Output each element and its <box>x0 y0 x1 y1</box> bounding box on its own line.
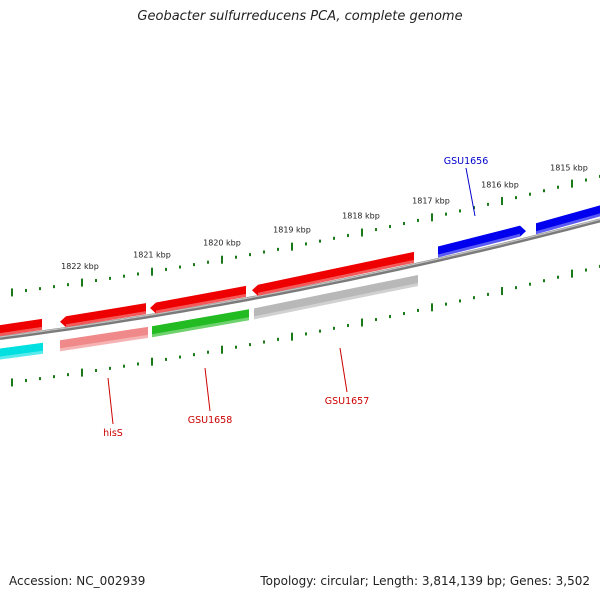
gene-label-leader <box>204 367 211 412</box>
gene-label-leader <box>465 167 476 217</box>
forward-red-feature <box>150 285 246 314</box>
forward-red-feature-shade <box>66 311 146 328</box>
tick-labels: 1822 kbp 1821 kbp 1820 kbp 1819 kbp 1818 kbp… <box>61 163 588 270</box>
accession-text: Accession: NC_002939 <box>9 574 146 588</box>
tick-label: 1816 kbp <box>481 181 519 190</box>
forward-red-feature-shade <box>0 326 42 337</box>
forward-red-feature <box>252 251 414 296</box>
tick-label: 1817 kbp <box>412 197 450 206</box>
forward-blue-feature-shade <box>536 213 600 235</box>
forward-red-feature <box>0 318 42 337</box>
tick-label: 1818 kbp <box>342 212 380 221</box>
reverse-pink-feature <box>60 326 148 352</box>
tick-label: 1820 kbp <box>203 239 241 248</box>
reverse-green-feature <box>152 309 249 338</box>
reverse-gray-feature <box>254 274 418 320</box>
map-title: Geobacter sulfurreducens PCA, complete g… <box>137 9 463 24</box>
gene-features <box>0 205 600 360</box>
reverse-cyan-feature <box>0 342 43 360</box>
forward-red-feature-shade <box>156 293 246 314</box>
tick-label: 1815 kbp <box>550 163 588 172</box>
tick-label: 1819 kbp <box>273 226 311 235</box>
forward-blue-feature-shade <box>438 233 520 258</box>
forward-blue-feature <box>536 205 600 235</box>
gene-label[interactable]: hisS <box>103 428 123 439</box>
reverse-cyan-feature-shade <box>0 350 43 360</box>
gene-label-leader <box>107 377 114 425</box>
tick-label: 1821 kbp <box>133 251 171 260</box>
genome-summary: Topology: circular; Length: 3,814,139 bp… <box>260 574 590 588</box>
reverse-pink-feature-shade <box>60 334 148 352</box>
gene-label-leader <box>339 347 348 393</box>
tick-label: 1822 kbp <box>61 262 99 271</box>
backbone-path <box>0 218 600 340</box>
reverse-green-feature-shade <box>152 317 249 338</box>
gene-label[interactable]: GSU1658 <box>188 415 233 426</box>
forward-red-feature-shade <box>258 259 414 296</box>
forward-red-feature <box>60 303 146 328</box>
backbone-line <box>0 218 600 340</box>
forward-blue-feature <box>438 225 526 258</box>
reverse-gray-feature-shade <box>254 282 418 320</box>
gene-label[interactable]: GSU1656 <box>444 156 489 167</box>
gene-labels: hisS GSU1658 GSU1657 GSU1656 <box>103 156 488 439</box>
tick-rows <box>11 174 600 387</box>
gene-label[interactable]: GSU1657 <box>325 396 370 407</box>
